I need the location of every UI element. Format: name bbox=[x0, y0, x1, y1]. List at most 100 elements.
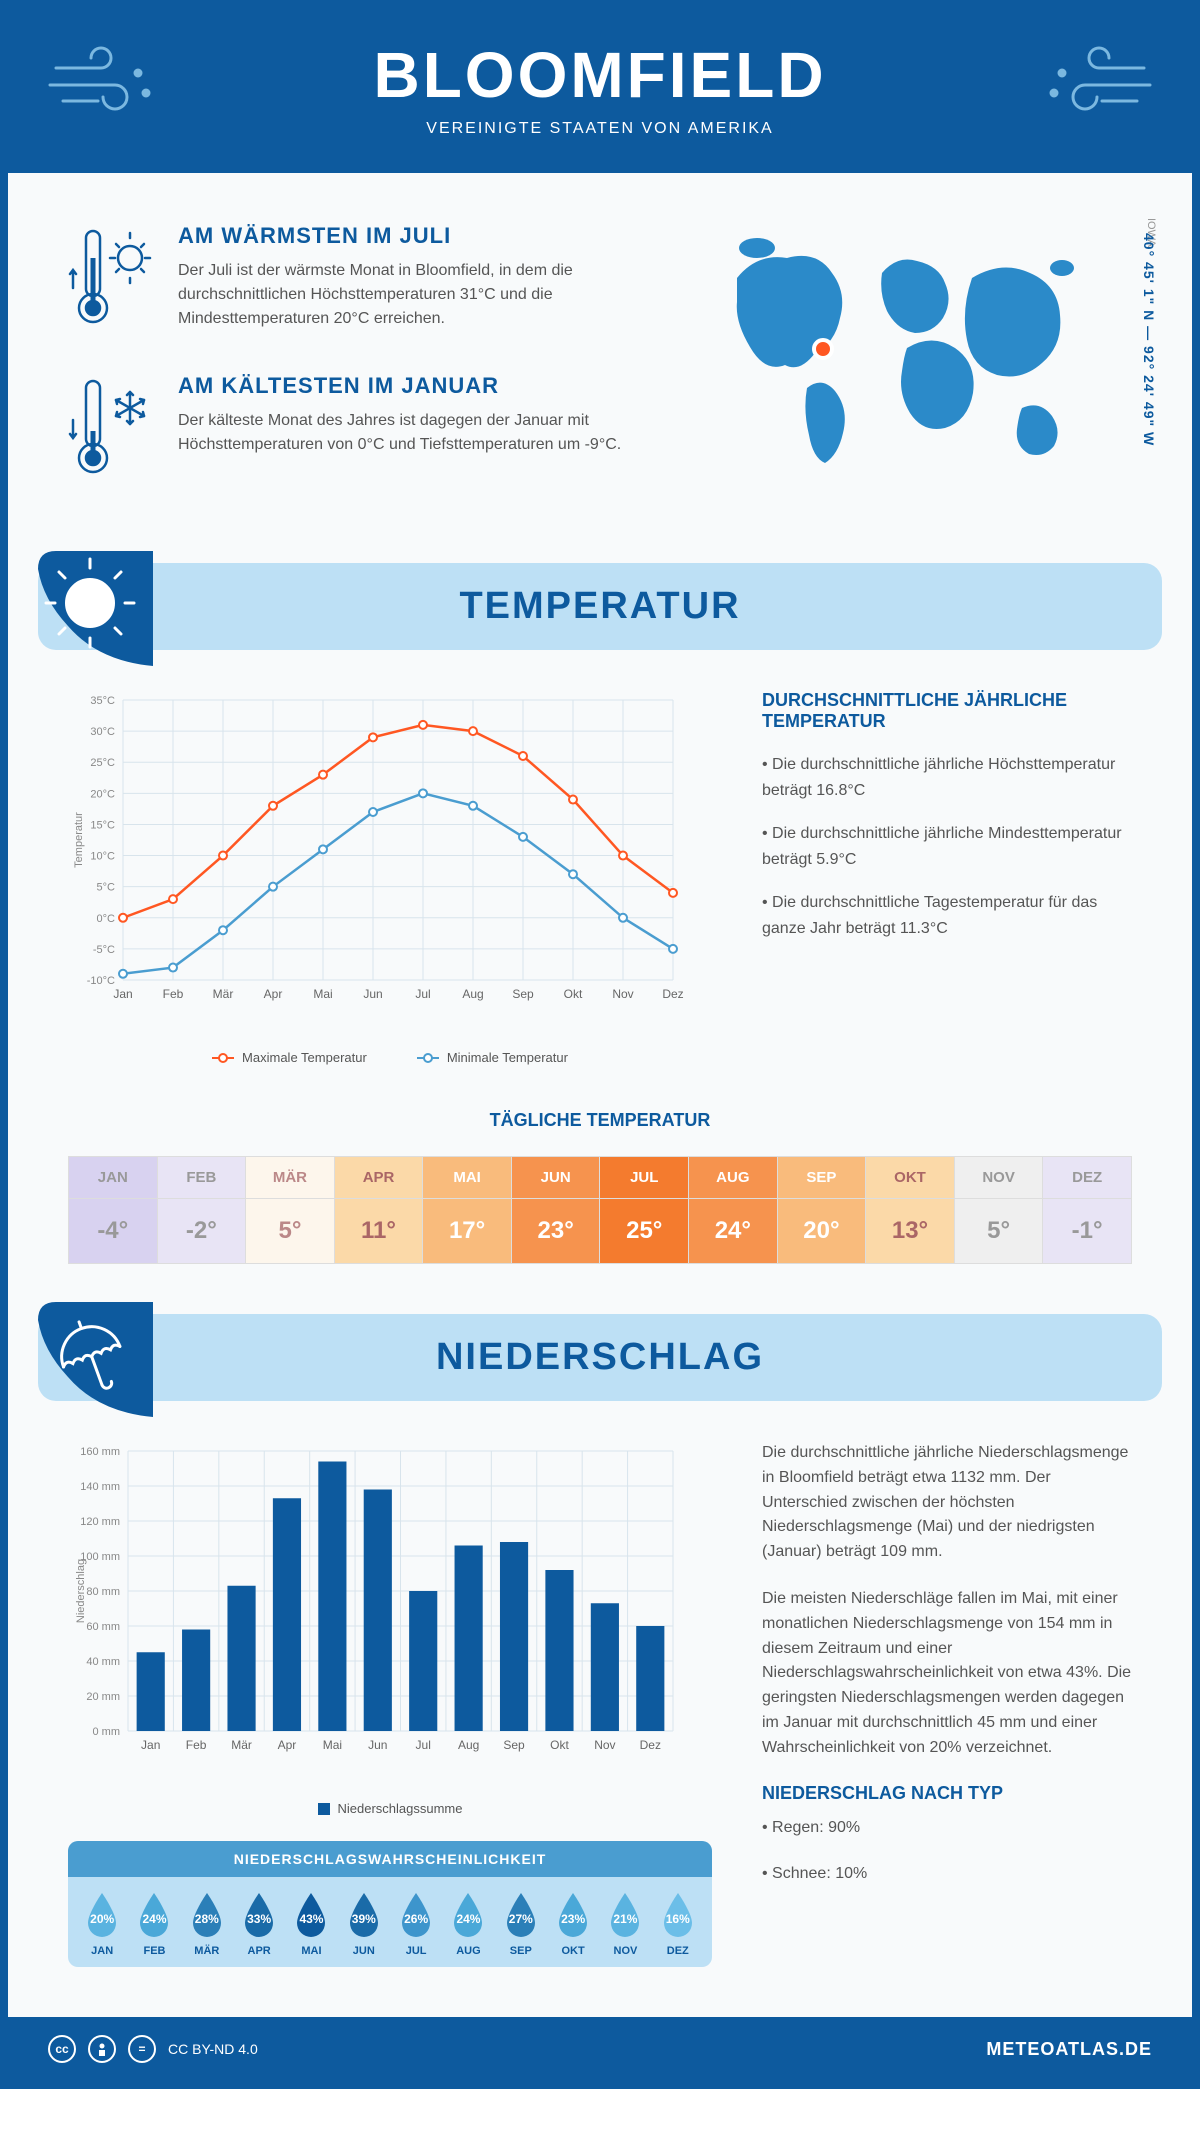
probability-month: JUL bbox=[390, 1945, 442, 1957]
raindrop-icon: 39% bbox=[344, 1891, 384, 1939]
precip-type-bullet: • Regen: 90% bbox=[762, 1816, 1132, 1841]
legend-swatch-icon bbox=[318, 1803, 330, 1815]
coldest-text: AM KÄLTESTEN IM JANUAR Der kälteste Mona… bbox=[178, 373, 672, 488]
svg-text:10°C: 10°C bbox=[90, 851, 115, 863]
svg-text:60 mm: 60 mm bbox=[86, 1621, 120, 1633]
raindrop-icon: 23% bbox=[553, 1891, 593, 1939]
svg-text:120 mm: 120 mm bbox=[80, 1516, 120, 1528]
page-footer: cc = CC BY-ND 4.0 METEOATLAS.DE bbox=[8, 2017, 1192, 2081]
precip-type-bullet: • Schnee: 10% bbox=[762, 1862, 1132, 1887]
temp-cell: FEB-2° bbox=[158, 1157, 247, 1263]
svg-text:Aug: Aug bbox=[458, 1738, 479, 1752]
temp-cell: AUG24° bbox=[689, 1157, 778, 1263]
temp-cell: APR11° bbox=[335, 1157, 424, 1263]
svg-text:Jun: Jun bbox=[363, 987, 382, 1001]
temp-cell-month: JAN bbox=[69, 1157, 157, 1199]
nd-icon: = bbox=[128, 2035, 156, 2063]
svg-text:Mär: Mär bbox=[231, 1738, 252, 1752]
svg-text:40 mm: 40 mm bbox=[86, 1656, 120, 1668]
svg-text:Jul: Jul bbox=[416, 1738, 431, 1752]
raindrop-icon: 28% bbox=[187, 1891, 227, 1939]
temperature-legend: Maximale Temperatur Minimale Temperatur bbox=[68, 1050, 712, 1065]
svg-text:15°C: 15°C bbox=[90, 819, 115, 831]
intro-section: AM WÄRMSTEN IM JULI Der Juli ist der wär… bbox=[8, 173, 1192, 563]
legend-swatch-icon bbox=[212, 1057, 234, 1059]
legend-max: Maximale Temperatur bbox=[212, 1050, 367, 1065]
temp-info-bullet: • Die durchschnittliche jährliche Mindes… bbox=[762, 821, 1132, 872]
probability-value: 23% bbox=[561, 1912, 585, 1926]
probability-value: 39% bbox=[352, 1912, 376, 1926]
probability-month: JAN bbox=[76, 1945, 128, 1957]
warmest-body: Der Juli ist der wärmste Monat in Bloomf… bbox=[178, 259, 672, 331]
temp-cell-month: NOV bbox=[955, 1157, 1043, 1199]
temp-info-title: DURCHSCHNITTLICHE JÄHRLICHE TEMPERATUR bbox=[762, 690, 1132, 732]
precip-type-title: NIEDERSCHLAG NACH TYP bbox=[762, 1783, 1132, 1804]
raindrop-icon: 33% bbox=[239, 1891, 279, 1939]
svg-text:35°C: 35°C bbox=[90, 695, 115, 707]
raindrop-icon: 24% bbox=[448, 1891, 488, 1939]
cc-icon: cc bbox=[48, 2035, 76, 2063]
license-block: cc = CC BY-ND 4.0 bbox=[48, 2035, 258, 2063]
warmest-text: AM WÄRMSTEN IM JULI Der Juli ist der wär… bbox=[178, 223, 672, 338]
raindrop-icon: 27% bbox=[501, 1891, 541, 1939]
temperature-body: -10°C-5°C0°C5°C10°C15°C20°C25°C30°C35°CJ… bbox=[8, 650, 1192, 1090]
probability-month: DEZ bbox=[652, 1945, 704, 1957]
precipitation-info: Die durchschnittliche jährliche Niedersc… bbox=[762, 1441, 1132, 1967]
temp-cell-value: -1° bbox=[1043, 1199, 1131, 1263]
warmest-block: AM WÄRMSTEN IM JULI Der Juli ist der wär… bbox=[68, 223, 672, 338]
temp-cell-value: 5° bbox=[246, 1199, 334, 1263]
temp-info-bullet: • Die durchschnittliche Tagestemperatur … bbox=[762, 890, 1132, 941]
svg-text:Nov: Nov bbox=[594, 1738, 615, 1752]
coordinates-label: 40° 45' 1" N — 92° 24' 49" W bbox=[1141, 233, 1157, 446]
temp-cell-value: 5° bbox=[955, 1199, 1043, 1263]
raindrop-icon: 21% bbox=[605, 1891, 645, 1939]
temp-cell-month: AUG bbox=[689, 1157, 777, 1199]
temp-cell-value: 20° bbox=[778, 1199, 866, 1263]
probability-value: 33% bbox=[247, 1912, 271, 1926]
temp-cell-month: APR bbox=[335, 1157, 423, 1199]
coldest-title: AM KÄLTESTEN IM JANUAR bbox=[178, 373, 672, 399]
svg-text:Feb: Feb bbox=[186, 1738, 207, 1752]
sun-icon bbox=[38, 551, 153, 666]
svg-text:Dez: Dez bbox=[640, 1738, 661, 1752]
probability-month: MAI bbox=[285, 1945, 337, 1957]
svg-text:Jun: Jun bbox=[368, 1738, 387, 1752]
probability-cell: 16% DEZ bbox=[652, 1891, 704, 1957]
temperature-line-chart: -10°C-5°C0°C5°C10°C15°C20°C25°C30°C35°CJ… bbox=[68, 690, 688, 1030]
svg-text:Jul: Jul bbox=[415, 987, 430, 1001]
temperature-title: TEMPERATUR bbox=[78, 585, 1122, 628]
temp-cell-month: JUN bbox=[512, 1157, 600, 1199]
temp-cell: JUN23° bbox=[512, 1157, 601, 1263]
precipitation-legend: Niederschlagssumme bbox=[68, 1801, 712, 1816]
probability-cell: 20%JAN bbox=[76, 1891, 128, 1957]
precipitation-body: 0 mm20 mm40 mm60 mm80 mm100 mm120 mm140 … bbox=[8, 1401, 1192, 1997]
probability-cell: 28%MÄR bbox=[181, 1891, 233, 1957]
legend-swatch-icon bbox=[417, 1057, 439, 1059]
umbrella-icon bbox=[38, 1302, 153, 1417]
svg-text:Temperatur: Temperatur bbox=[73, 812, 85, 868]
temp-cell-month: JUL bbox=[600, 1157, 688, 1199]
temp-cell-value: -4° bbox=[69, 1199, 157, 1263]
daily-temp-table: JAN-4°FEB-2°MÄR5°APR11°MAI17°JUN23°JUL25… bbox=[68, 1156, 1132, 1264]
probability-cell: 21%NOV bbox=[599, 1891, 651, 1957]
thermometer-hot-icon bbox=[68, 223, 158, 338]
probability-cell: 26% JUL bbox=[390, 1891, 442, 1957]
svg-text:140 mm: 140 mm bbox=[80, 1481, 120, 1493]
license-label: CC BY-ND 4.0 bbox=[168, 2041, 258, 2057]
probability-value: 24% bbox=[456, 1912, 480, 1926]
temp-cell: DEZ-1° bbox=[1043, 1157, 1131, 1263]
probability-box: NIEDERSCHLAGSWAHRSCHEINLICHKEIT 20%JAN24… bbox=[68, 1841, 712, 1967]
probability-cell: 24%FEB bbox=[128, 1891, 180, 1957]
probability-value: 28% bbox=[195, 1912, 219, 1926]
city-title: BLOOMFIELD bbox=[28, 38, 1172, 112]
page-header: BLOOMFIELD VEREINIGTE STAATEN VON AMERIK… bbox=[8, 8, 1192, 173]
raindrop-icon: 26% bbox=[396, 1891, 436, 1939]
precipitation-left: 0 mm20 mm40 mm60 mm80 mm100 mm120 mm140 … bbox=[68, 1441, 712, 1967]
raindrop-icon: 16% bbox=[658, 1891, 698, 1939]
temp-cell-value: -2° bbox=[158, 1199, 246, 1263]
svg-text:0 mm: 0 mm bbox=[93, 1726, 121, 1738]
svg-text:25°C: 25°C bbox=[90, 757, 115, 769]
svg-text:Okt: Okt bbox=[564, 987, 583, 1001]
precipitation-title: NIEDERSCHLAG bbox=[78, 1336, 1122, 1379]
probability-value: 24% bbox=[142, 1912, 166, 1926]
